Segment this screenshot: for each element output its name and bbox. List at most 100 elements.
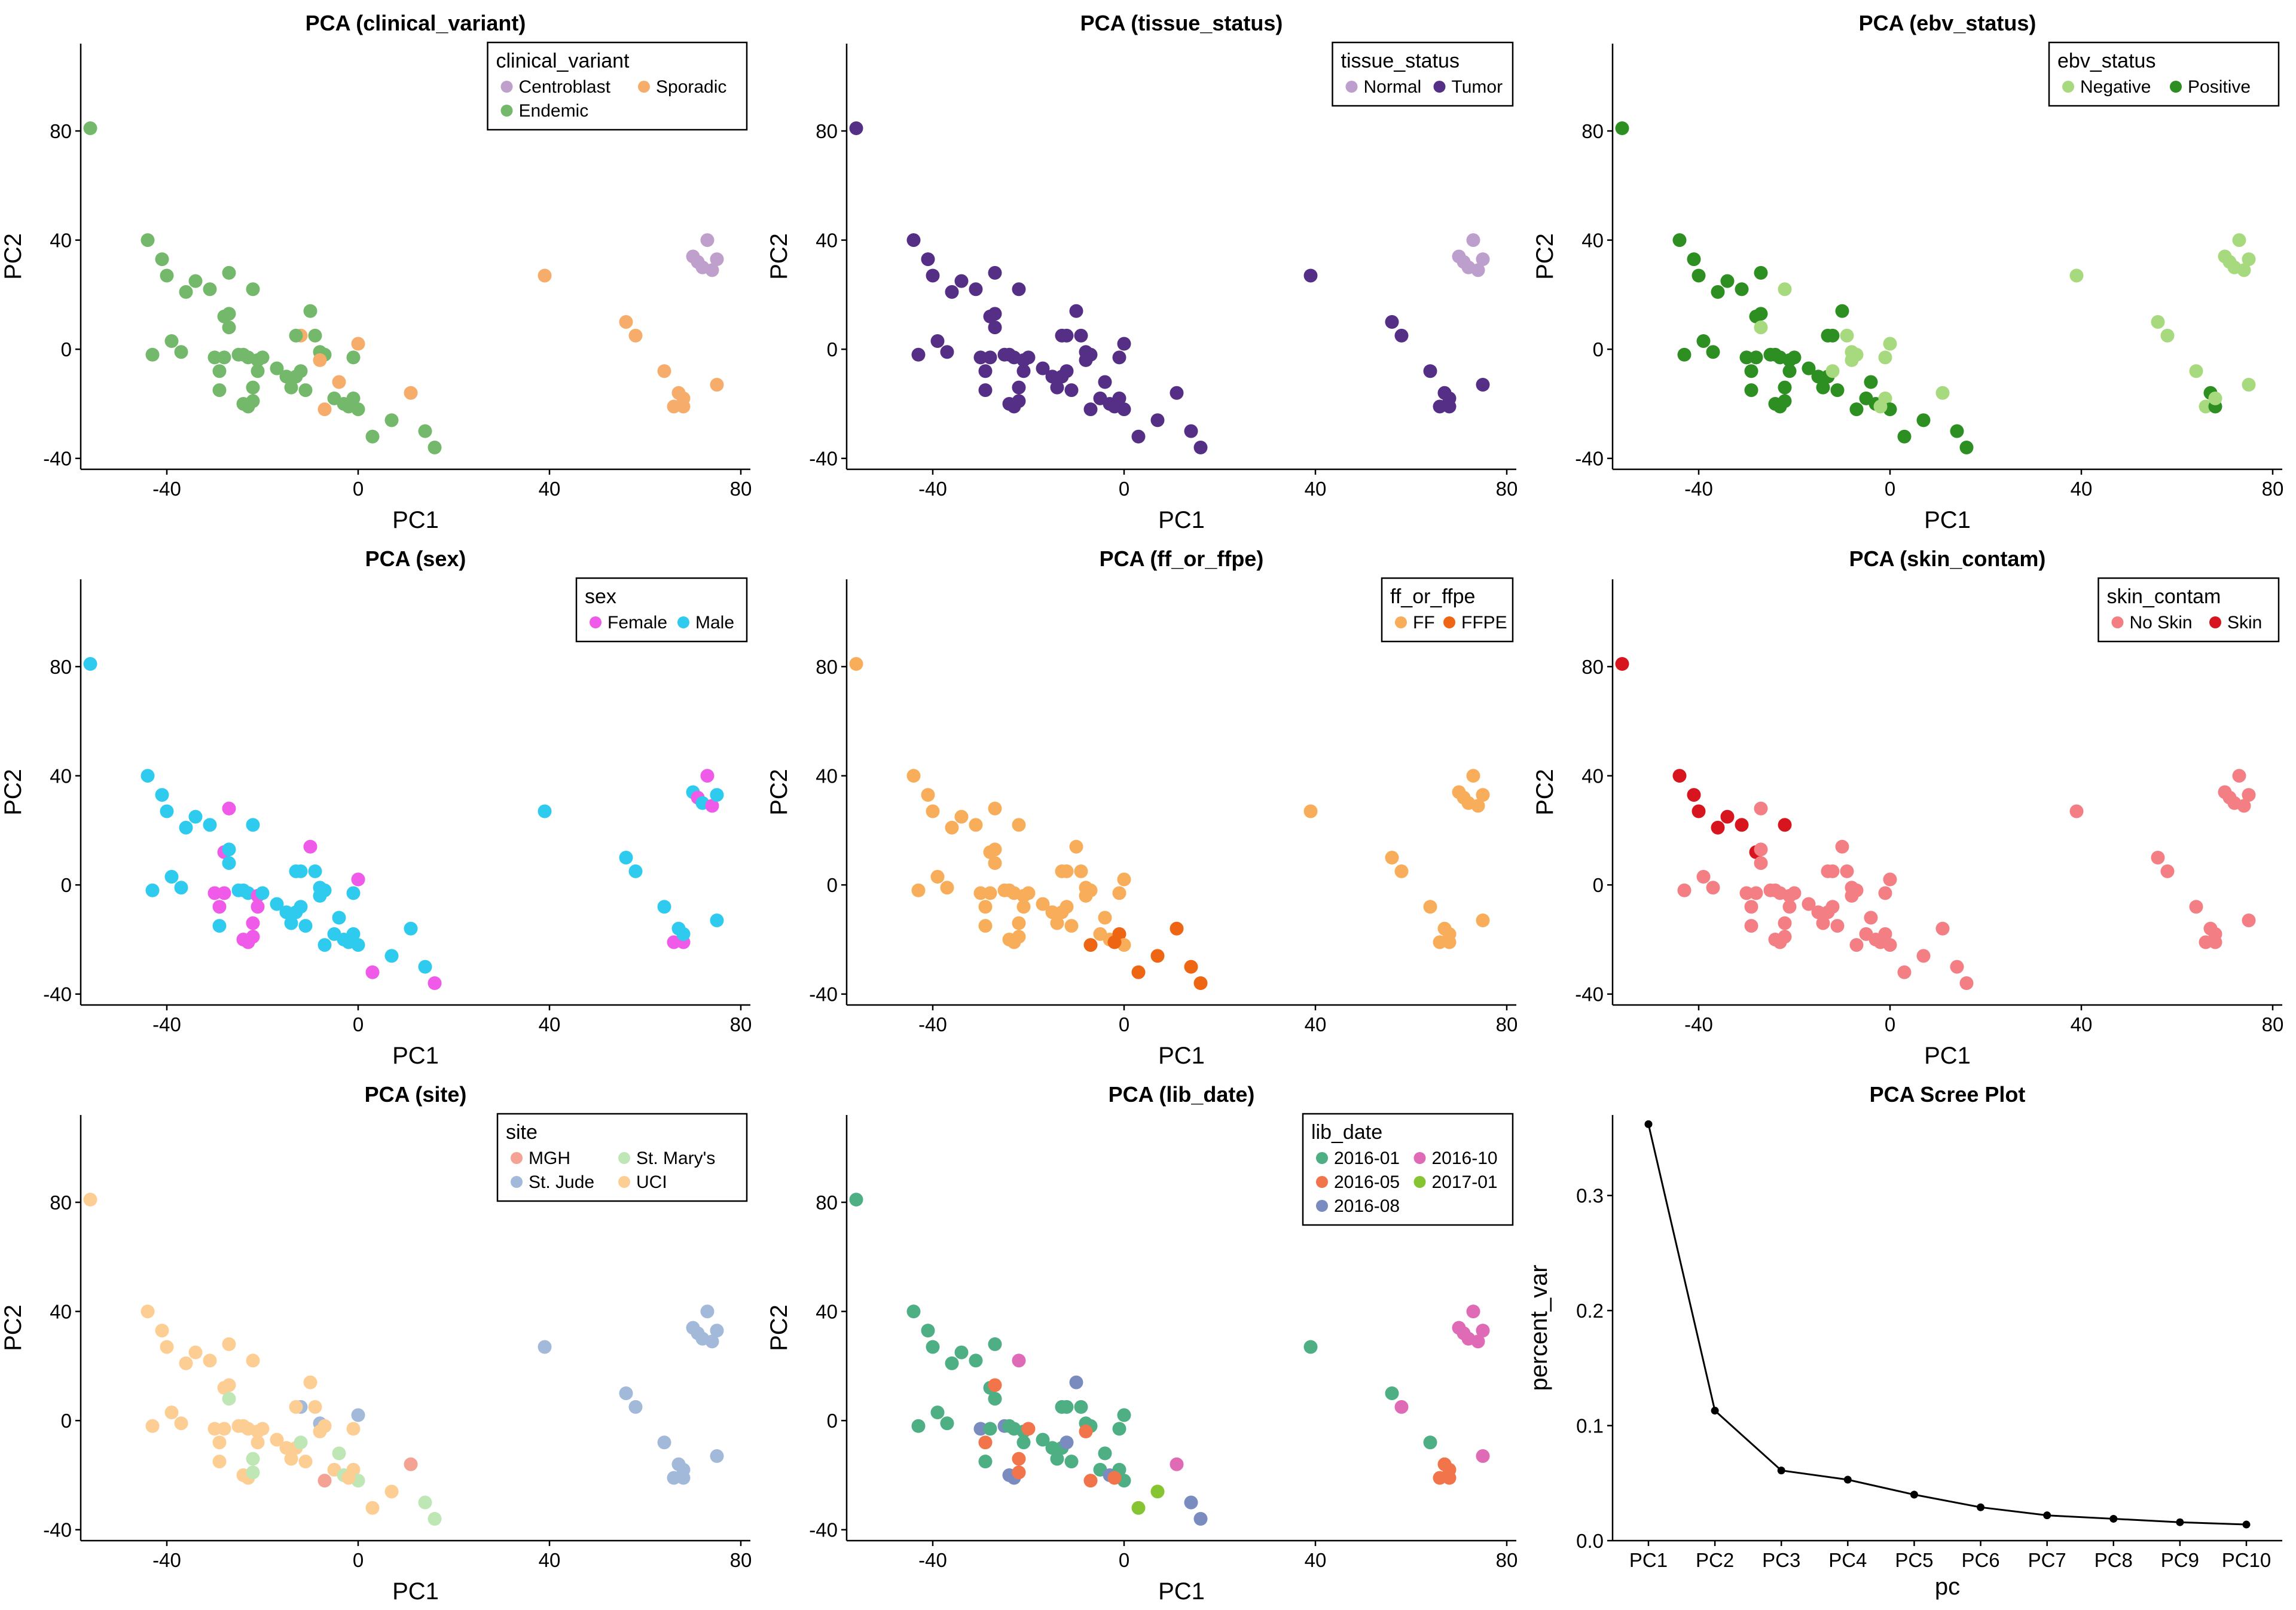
data-point — [700, 233, 715, 248]
data-point — [404, 1457, 418, 1471]
data-point — [1021, 1422, 1036, 1436]
data-point — [1897, 429, 1912, 444]
data-point — [1782, 900, 1797, 914]
data-point — [978, 1455, 993, 1469]
data-point — [188, 274, 203, 288]
data-point — [1016, 364, 1031, 378]
data-point — [332, 1446, 346, 1461]
data-point — [317, 1474, 332, 1488]
x-tick-label: 40 — [1305, 1549, 1327, 1571]
data-point — [365, 965, 380, 979]
data-point — [303, 1375, 317, 1389]
data-point — [1107, 399, 1122, 414]
data-point — [1706, 881, 1720, 895]
data-point — [1849, 938, 1864, 952]
data-point — [188, 1345, 203, 1360]
data-point — [1916, 949, 1931, 963]
legend-swatch — [2111, 616, 2124, 628]
data-point — [1050, 1452, 1064, 1466]
data-point — [346, 350, 361, 365]
panel-title: PCA (skin_contam) — [1849, 546, 2046, 571]
data-point — [332, 911, 346, 925]
x-tick-label: 0 — [1119, 1549, 1129, 1571]
data-point — [2151, 315, 2165, 329]
data-point — [1845, 353, 1859, 367]
x-tick-label: PC7 — [2028, 1549, 2066, 1571]
data-point — [246, 916, 260, 930]
data-point — [988, 265, 1002, 280]
x-tick-label: 40 — [2071, 1013, 2093, 1035]
data-point — [246, 818, 260, 832]
data-point — [222, 1378, 236, 1392]
legend-label: Tumor — [1452, 77, 1503, 97]
data-point — [921, 788, 935, 802]
scree-point — [2242, 1520, 2251, 1529]
data-point — [710, 914, 724, 928]
data-point — [1184, 1495, 1198, 1510]
data-point — [1744, 364, 1758, 378]
data-point — [155, 252, 169, 267]
legend-label: St. Jude — [529, 1172, 594, 1192]
data-point — [1811, 369, 1825, 384]
data-point — [988, 320, 1002, 335]
data-point — [1083, 1474, 1098, 1488]
x-tick-label: PC9 — [2161, 1549, 2199, 1571]
legend-label: 2017-01 — [1432, 1172, 1498, 1192]
legend: sex Female Male — [575, 577, 748, 643]
panel-title: PCA Scree Plot — [1870, 1082, 2026, 1107]
x-axis-label: PC1 — [1924, 507, 1971, 533]
data-point — [2189, 900, 2203, 914]
data-point — [940, 881, 954, 895]
legend: ff_or_ffpe FF FFPE — [1381, 577, 1514, 643]
data-point — [1778, 930, 1792, 944]
legend-swatch — [638, 81, 650, 93]
data-point — [1754, 265, 1768, 280]
data-point — [289, 1400, 303, 1414]
legend-swatch — [1433, 81, 1446, 93]
legend-label: Sporadic — [656, 77, 726, 97]
data-point — [1687, 788, 1701, 802]
data-point — [926, 1340, 940, 1354]
data-point — [921, 252, 935, 267]
data-point — [1749, 350, 1763, 365]
legend-label: Female — [607, 613, 667, 633]
y-tick-label: 40 — [1581, 230, 1604, 252]
y-tick-label: 40 — [50, 230, 72, 252]
data-point — [141, 769, 155, 783]
data-point — [341, 1471, 356, 1485]
data-point — [255, 1422, 270, 1436]
legend-swatch — [1413, 1152, 1426, 1164]
data-point — [1873, 399, 1888, 414]
data-point — [1471, 799, 1485, 813]
data-point — [155, 788, 169, 802]
data-point — [1055, 864, 1069, 878]
x-tick-label: 40 — [1305, 1013, 1327, 1035]
data-point — [1864, 375, 1878, 389]
data-point — [1466, 1305, 1480, 1319]
y-axis-label: percent_var — [1526, 1264, 1552, 1391]
y-tick-label: 80 — [816, 120, 838, 142]
data-point — [83, 656, 97, 671]
legend-title: ebv_status — [2057, 50, 2155, 72]
data-point — [1442, 927, 1457, 941]
data-point — [1303, 804, 1318, 818]
x-tick-label: 40 — [2071, 478, 2093, 500]
data-point — [222, 265, 236, 280]
y-axis-label: PC2 — [0, 769, 26, 815]
data-point — [1184, 424, 1198, 438]
panel-title: PCA (clinical_variant) — [306, 11, 526, 35]
legend-label: UCI — [636, 1172, 667, 1192]
data-point — [222, 320, 236, 335]
scree-point — [2043, 1511, 2051, 1520]
data-point — [1471, 263, 1485, 277]
data-point — [222, 1392, 236, 1406]
data-point — [346, 1422, 361, 1436]
data-point — [418, 960, 432, 974]
legend-label: FFPE — [1461, 613, 1507, 633]
legend-swatch — [1443, 616, 1455, 628]
y-tick-label: -40 — [809, 983, 838, 1006]
scree-point — [1644, 1120, 1653, 1128]
data-point — [313, 888, 327, 903]
x-tick-label: 40 — [539, 1013, 561, 1035]
